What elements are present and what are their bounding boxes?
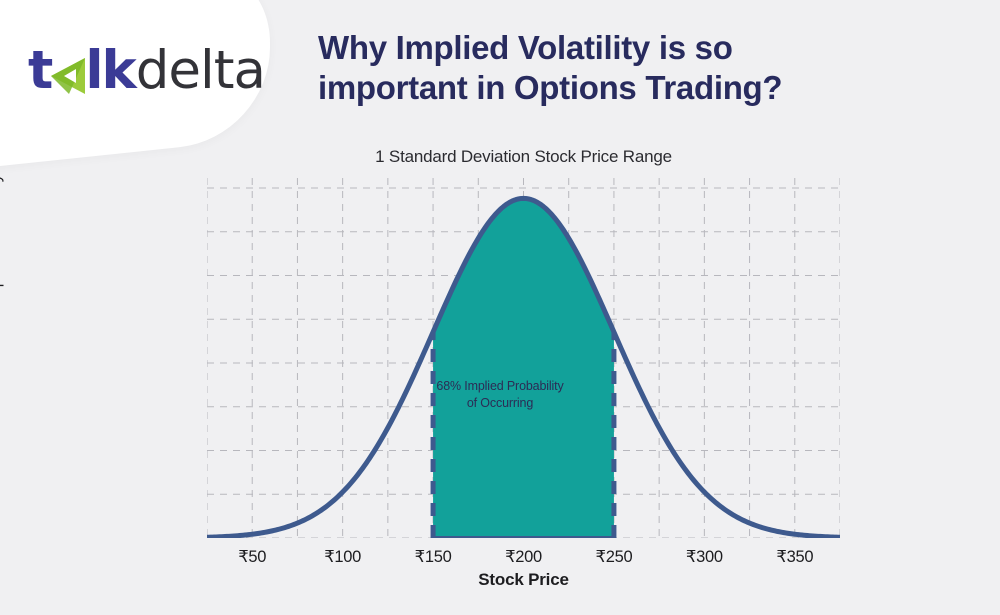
x-tick-label: ₹100 bbox=[324, 548, 362, 566]
chart-plot-area bbox=[207, 178, 840, 538]
logo-letter-t: t bbox=[28, 40, 53, 101]
x-axis-label: Stock Price bbox=[478, 570, 569, 589]
page-title-line-2: important in Options Trading? bbox=[318, 69, 783, 107]
page-title: Why Implied Volatility is so important i… bbox=[318, 28, 978, 109]
chart-title: 1 Standard Deviation Stock Price Range bbox=[375, 147, 672, 166]
page-title-line-1: Why Implied Volatility is so bbox=[318, 29, 733, 66]
normal-distribution-curve bbox=[207, 195, 840, 538]
x-tick-label: ₹350 bbox=[776, 548, 814, 566]
x-tick-label: ₹200 bbox=[505, 548, 542, 566]
logo-letters-lk: lk bbox=[85, 40, 136, 101]
x-tick-label: ₹50 bbox=[238, 548, 267, 566]
distribution-chart bbox=[207, 178, 840, 538]
logo-word-delta: delta bbox=[135, 40, 266, 101]
green-delta-triangle-icon bbox=[47, 56, 87, 96]
x-tick-label: ₹250 bbox=[595, 548, 633, 566]
shaded-probability-region bbox=[433, 198, 614, 538]
y-axis-label: Implied Probability of Stock Prices bbox=[0, 62, 4, 306]
x-axis-tick-labels: ₹50 ₹100 ₹150 ₹200 ₹250 ₹300 ₹350 bbox=[207, 547, 840, 571]
talkdelta-logo[interactable]: t lk delta bbox=[28, 44, 266, 97]
x-tick-label: ₹300 bbox=[685, 548, 723, 566]
x-tick-label: ₹150 bbox=[414, 548, 452, 566]
